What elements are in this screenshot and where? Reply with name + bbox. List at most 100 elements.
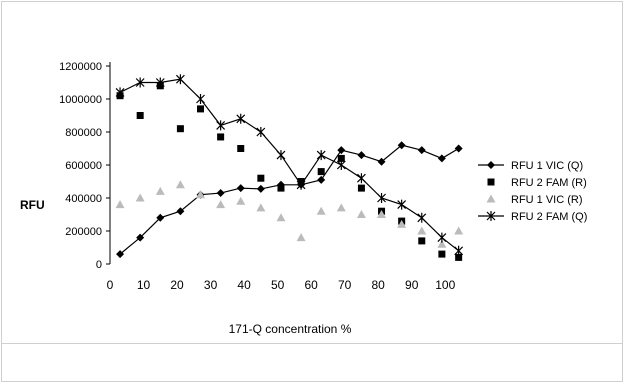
data-point (216, 200, 226, 209)
data-point (156, 213, 165, 222)
data-point (115, 87, 125, 98)
series-line (119, 144, 459, 255)
legend-marker (487, 161, 495, 169)
x-tick-label: 30 (204, 278, 218, 292)
data-point (236, 196, 246, 205)
data-point (296, 233, 306, 242)
data-point (337, 146, 346, 155)
data-point (377, 210, 387, 218)
x-tick-label: 70 (338, 278, 352, 292)
data-point (236, 184, 245, 193)
data-point (317, 175, 326, 184)
x-tick-label: 40 (237, 278, 251, 292)
data-point (417, 212, 427, 223)
series-3 (115, 180, 464, 248)
data-point (216, 189, 225, 198)
x-tick-label: 50 (271, 278, 285, 292)
data-point (155, 77, 165, 88)
x-tick-label: 0 (107, 278, 114, 292)
data-point (175, 180, 185, 189)
data-point (256, 203, 266, 212)
series-2 (116, 82, 463, 261)
data-point (197, 105, 205, 113)
y-tick-label: 1000000 (59, 94, 102, 106)
x-axis-ticks: 0 10 20 30 40 50 60 70 80 90 100 (107, 278, 456, 292)
data-point (317, 168, 325, 176)
legend-item: RFU 1 VIC (R) (486, 194, 583, 206)
data-point (437, 232, 447, 243)
data-point (336, 160, 346, 170)
legend-marker (486, 194, 496, 203)
chart-divider (1, 343, 623, 344)
data-point (397, 199, 407, 210)
data-point (337, 154, 345, 162)
y-tick-label: 200000 (65, 226, 102, 238)
data-point (135, 77, 145, 88)
data-point (116, 250, 125, 259)
data-point (175, 74, 185, 85)
data-point (216, 120, 226, 131)
data-point (196, 190, 206, 199)
legend-item: RFU 2 FAM (Q) (478, 211, 587, 223)
data-point (257, 174, 265, 182)
data-point (454, 226, 464, 235)
data-point (417, 146, 426, 155)
x-axis-label: 171-Q concentration % (229, 322, 352, 336)
series-line (119, 78, 460, 252)
data-point (176, 207, 185, 216)
data-point (256, 127, 266, 137)
data-point (316, 150, 326, 161)
x-tick-label: 60 (304, 278, 318, 292)
series-layer (115, 74, 464, 261)
legend-label: RFU 1 VIC (R) (511, 194, 583, 206)
x-tick-label: 80 (372, 278, 386, 292)
series-4 (115, 74, 464, 256)
data-point (397, 219, 407, 228)
data-point (135, 193, 145, 202)
data-point (454, 245, 464, 256)
data-point (236, 113, 246, 124)
data-point (155, 186, 165, 195)
data-point (377, 193, 386, 203)
x-tick-label: 20 (170, 278, 184, 292)
data-point (296, 179, 306, 190)
y-axis-ticks: 0 200000 400000 600000 800000 1000000 1200000 (59, 61, 110, 271)
data-point (357, 151, 366, 160)
data-point (136, 233, 145, 242)
data-point (276, 150, 286, 161)
legend-marker (486, 211, 496, 221)
legend-label: RFU 2 FAM (Q) (511, 211, 587, 223)
data-point (417, 226, 427, 235)
data-point (336, 203, 346, 212)
y-axis-label: RFU (20, 198, 45, 212)
data-point (196, 94, 205, 104)
data-point (377, 157, 386, 166)
data-point (217, 133, 225, 141)
x-tick-label: 100 (435, 278, 455, 292)
data-point (136, 112, 144, 119)
data-point (438, 250, 446, 258)
y-tick-label: 0 (96, 259, 102, 271)
data-point (356, 210, 366, 218)
data-point (357, 184, 365, 192)
y-tick-label: 800000 (65, 127, 102, 139)
data-point (437, 239, 447, 248)
data-point (276, 213, 286, 222)
data-point (316, 206, 326, 215)
legend-label: RFU 2 FAM (R) (511, 177, 587, 189)
data-point (437, 154, 446, 163)
data-point (455, 253, 463, 261)
y-tick-label: 1200000 (59, 61, 102, 73)
data-point (418, 237, 426, 245)
y-tick-label: 400000 (65, 193, 102, 205)
legend-item: RFU 1 VIC (Q) (478, 160, 583, 172)
legend-item: RFU 2 FAM (R) (487, 177, 587, 189)
x-tick-label: 90 (405, 278, 419, 292)
y-tick-label: 600000 (65, 160, 102, 172)
legend-marker (487, 178, 495, 186)
data-point (397, 141, 406, 150)
legend-label: RFU 1 VIC (Q) (511, 160, 583, 172)
